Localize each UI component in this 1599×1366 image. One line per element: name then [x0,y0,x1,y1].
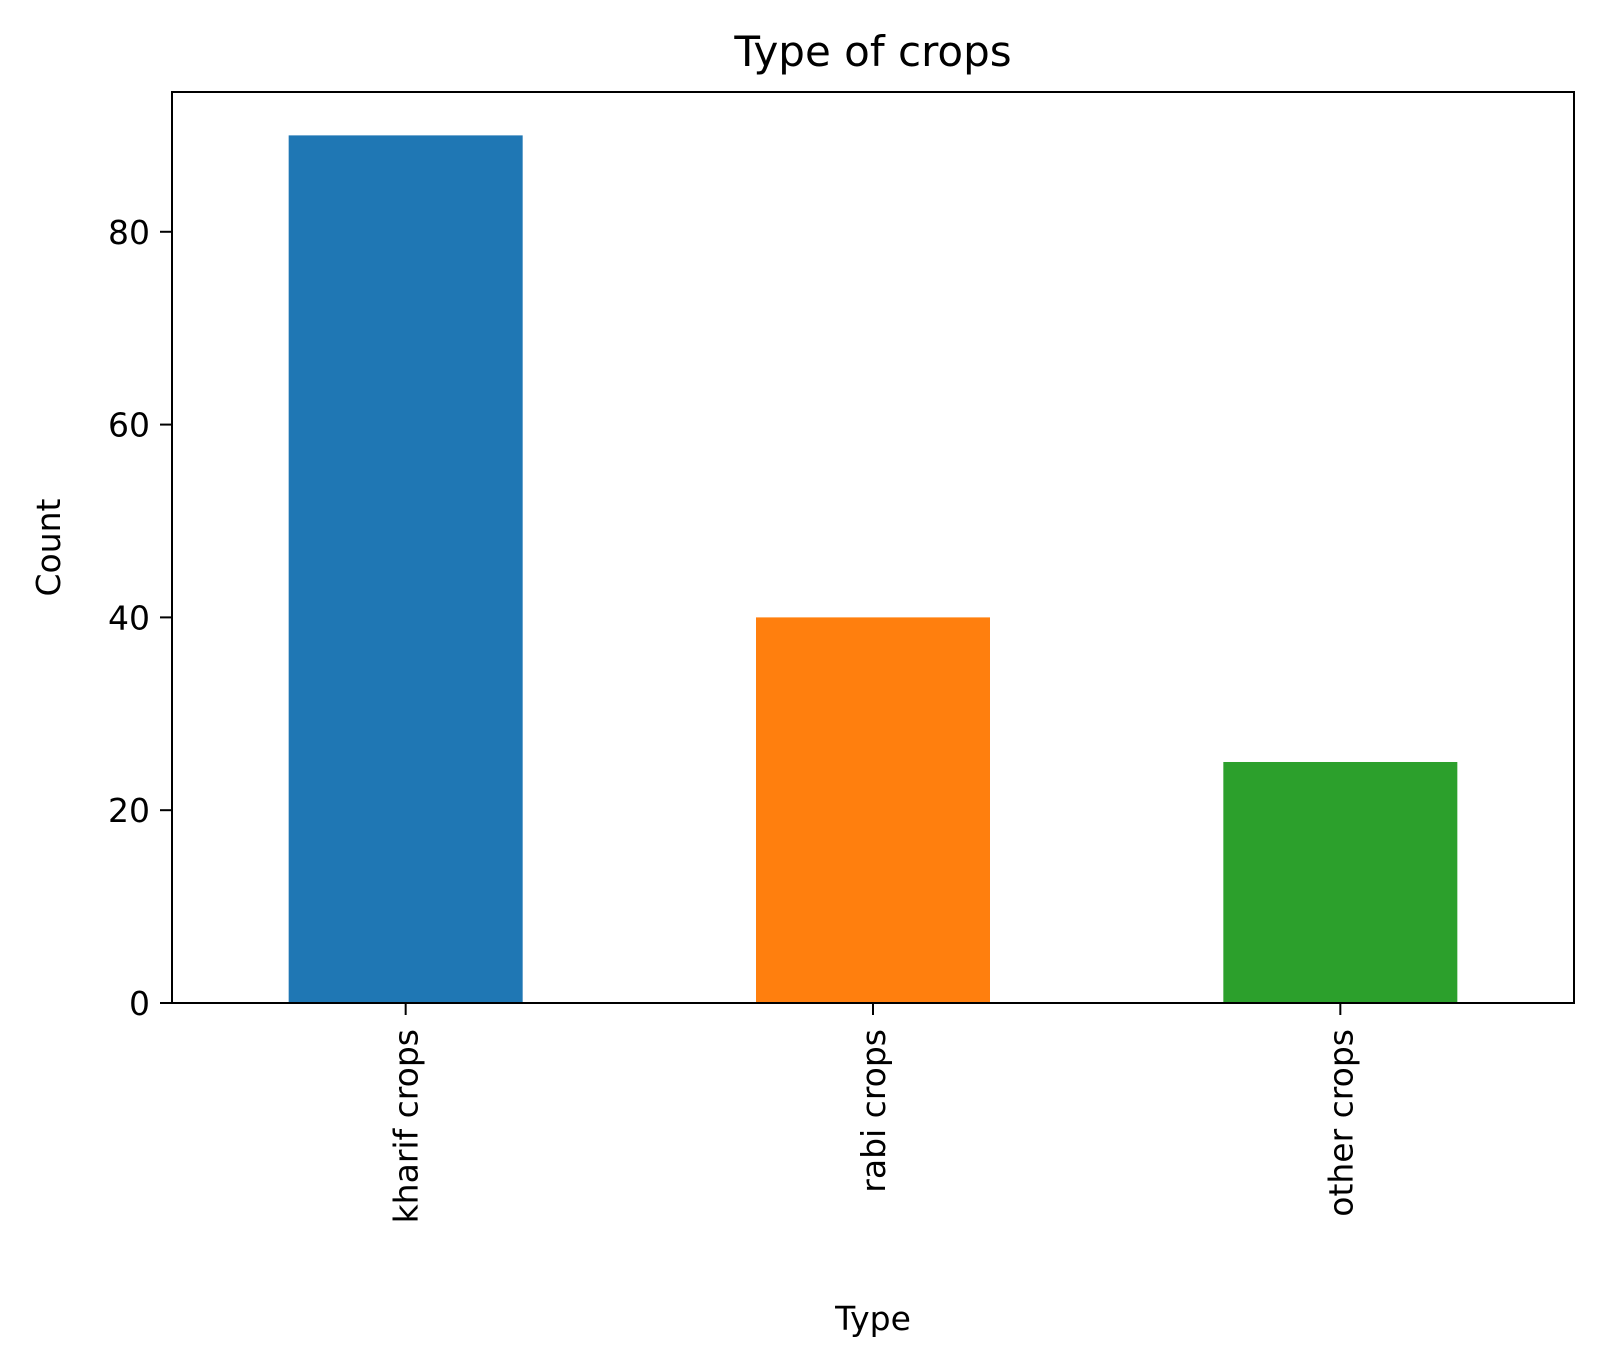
y-tick-label: 80 [108,213,150,252]
x-axis-label: Type [834,1299,911,1338]
x-tick-label: other crops [1321,1029,1360,1217]
chart-title: Type of crops [733,27,1011,76]
y-axis-label: Count [29,498,68,596]
bar-kharif-crops [288,135,523,1003]
bar-rabi-crops [756,617,990,1003]
x-tick-label: rabi crops [854,1029,893,1193]
y-tick-label: 20 [108,791,150,830]
bars-layer [288,135,1458,1003]
plot-frame [171,91,1575,1004]
ticks-layer: kharif crops rabi crops other crops 0 20 40 60… [108,213,1360,1224]
bar-other-crops [1223,761,1458,1003]
y-tick-label: 40 [108,598,150,637]
y-tick-label: 0 [129,984,150,1023]
x-tick-label: kharif crops [387,1029,426,1223]
y-tick-label: 60 [108,406,150,445]
